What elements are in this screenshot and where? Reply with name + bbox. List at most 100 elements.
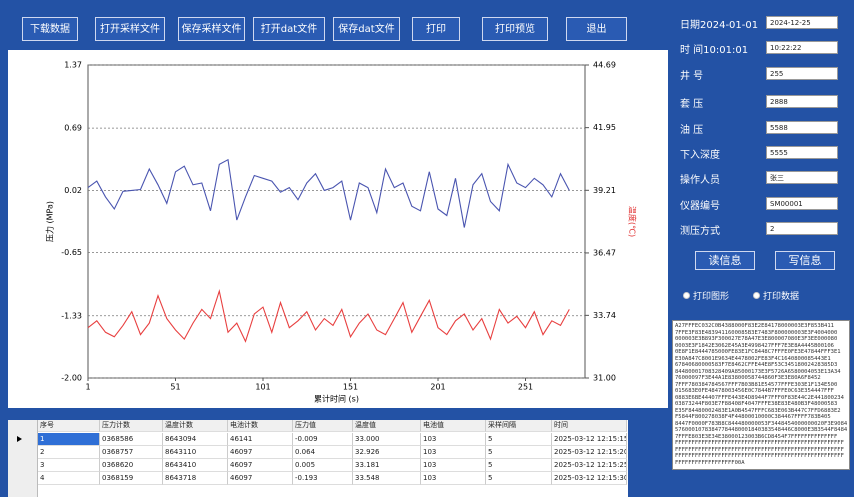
plot-frame xyxy=(87,64,586,379)
table-cell: 103 xyxy=(421,459,486,472)
x-tick-label: 251 xyxy=(518,383,533,392)
toolbar-button[interactable]: 打开采样文件 xyxy=(95,17,165,41)
table-cell: 103 xyxy=(421,446,486,459)
table-cell: 5 xyxy=(486,472,552,485)
hex-line: E35F84480002483E1A0B4547FFFC683E063B447C… xyxy=(675,407,841,414)
hex-line: 0E8F1E8444785000FE83E1FC8448C7FFFE0FE3E4… xyxy=(675,349,841,355)
row-header-col xyxy=(8,420,38,497)
table-cell: 0368159 xyxy=(100,472,163,485)
hex-line: 84480001708328409A85000173E3F5726A658000… xyxy=(675,368,841,375)
info-button[interactable]: 读信息 xyxy=(695,251,755,270)
hex-line: 0883E6BE44407FFFE443E4D8944F7FFF0F83E44C… xyxy=(675,394,844,401)
toolbar-button[interactable]: 打印预览 xyxy=(482,17,548,41)
column-header: 序号 xyxy=(38,420,100,432)
table-cell: 33.000 xyxy=(353,433,421,446)
table-cell: 2025-03-12 12:15:25 xyxy=(552,459,627,472)
field-input[interactable]: 255 xyxy=(766,67,838,80)
hex-line: F5844F800278038F4F44800010000C384467FFFF… xyxy=(675,414,831,420)
table-cell: 2025-03-12 12:15:20 xyxy=(552,446,627,459)
field-input[interactable]: 5588 xyxy=(766,121,838,134)
x-tick-label: 1 xyxy=(85,383,90,392)
table-cell: 4 xyxy=(38,472,100,485)
field-label: 测压方式 xyxy=(680,226,720,237)
toolbar-button[interactable]: 下载数据 xyxy=(22,17,78,41)
hex-line: FFFFFFFFFFFFFFFFFFFFFFFFFFFFFFFFFFFFFFFF… xyxy=(675,446,844,453)
column-header: 采样间隔 xyxy=(486,420,552,432)
column-header: 电池值 xyxy=(421,420,486,432)
y2-tick-label: 39.21 xyxy=(593,186,616,195)
table-cell: 33.181 xyxy=(353,459,421,472)
row-pointer xyxy=(17,436,22,442)
table-cell: 103 xyxy=(421,472,486,485)
table-cell: 2025-03-12 12:15:30 xyxy=(552,472,627,485)
hex-line: FFFFFFFFFFFFFFFFFF00A xyxy=(675,459,745,466)
table-cell: 0.064 xyxy=(293,446,353,459)
toolbar-button[interactable]: 退出 xyxy=(566,17,627,41)
x-tick-label: 101 xyxy=(255,383,270,392)
column-header: 时间 xyxy=(552,420,627,432)
table-cell: 3 xyxy=(38,459,100,472)
field-input[interactable]: SM00001 xyxy=(766,197,838,210)
table-cell: 32.926 xyxy=(353,446,421,459)
table-cell: 0368620 xyxy=(100,459,163,472)
field-input[interactable]: 5555 xyxy=(766,146,838,159)
table-cell: 0368586 xyxy=(100,433,163,446)
table-cell: 46097 xyxy=(228,459,293,472)
field-label: 油 压 xyxy=(680,125,704,136)
x-tick-label: 201 xyxy=(430,383,445,392)
field-label: 下入深度 xyxy=(680,150,720,161)
radio-label[interactable]: 打印数据 xyxy=(763,292,800,302)
table-cell: 2 xyxy=(38,446,100,459)
x-axis-label: 累计时间 (s) xyxy=(314,394,359,404)
y-tick-label: 1.37 xyxy=(64,61,82,70)
hex-line: 000003E3B893F300027E78A47E3E800007080E3F… xyxy=(675,336,838,342)
table-cell: 0368757 xyxy=(100,446,163,459)
y-tick-label: -0.65 xyxy=(61,248,82,257)
field-label: 井 号 xyxy=(680,71,704,82)
column-header: 温度值 xyxy=(353,420,421,432)
y-tick-label: 0.02 xyxy=(64,186,82,195)
field-input[interactable]: 2 xyxy=(766,222,838,235)
table-cell: 2025-03-12 12:15:15 xyxy=(552,433,627,446)
hex-line: FFFFFFFFFFFFFFFFFFFFFFFFFFFFFFFFFFFFFFFF… xyxy=(675,453,844,459)
table-cell: -0.009 xyxy=(293,433,353,446)
table-cell: 5 xyxy=(486,459,552,472)
toolbar-button[interactable]: 打开dat文件 xyxy=(253,17,325,41)
hex-line: 7FFF780384784567FFF7B03B81E54577FFFE303E… xyxy=(675,381,838,388)
table-cell: 46097 xyxy=(228,472,293,485)
toolbar-button[interactable]: 打印 xyxy=(412,17,460,41)
table-cell: 46141 xyxy=(228,433,293,446)
field-input[interactable]: 2024-12-25 xyxy=(766,16,838,29)
field-input[interactable]: 2888 xyxy=(766,95,838,108)
info-button[interactable]: 写信息 xyxy=(775,251,835,270)
chart: 1.37 0.69 0.02 -0.65 -1.33 -2.00 44.69 41.95 39.… xyxy=(45,61,638,404)
x-tick-label: 151 xyxy=(343,383,358,392)
field-label: 时 间10:01:01 xyxy=(680,45,749,56)
field-label: 套 压 xyxy=(680,99,704,110)
x-tick-label: 51 xyxy=(170,383,180,392)
field-input[interactable]: 10:22:22 xyxy=(766,41,838,54)
table-cell: 8643410 xyxy=(163,459,228,472)
hex-box xyxy=(672,320,850,470)
column-header: 压力计数 xyxy=(100,420,163,432)
table-cell: 33.548 xyxy=(353,472,421,485)
y-axis-label: 压力 (MPa) xyxy=(45,201,55,242)
toolbar-button[interactable]: 保存dat文件 xyxy=(333,17,400,41)
radio[interactable] xyxy=(683,292,690,299)
field-label: 操作人员 xyxy=(680,175,720,186)
table-cell: 8643718 xyxy=(163,472,228,485)
y-tick-label: 0.69 xyxy=(64,124,82,133)
table-cell: 8643110 xyxy=(163,446,228,459)
hex-line: 015683E0FE48478003456E0C7844B7FFFE0C63E3… xyxy=(675,388,834,394)
radio[interactable] xyxy=(753,292,760,299)
toolbar-button[interactable]: 保存采样文件 xyxy=(178,17,245,41)
series-line xyxy=(87,288,570,343)
field-input[interactable]: 张三 xyxy=(766,171,838,184)
hex-line: 0003E3F1842E3062E45A3E4998427FFF7E3E8A44… xyxy=(675,342,834,349)
y2-tick-label: 36.47 xyxy=(593,248,616,257)
y2-tick-label: 33.74 xyxy=(593,311,616,320)
table-cell: 103 xyxy=(421,433,486,446)
y-tick-label: -1.33 xyxy=(61,311,82,320)
radio-label[interactable]: 打印图形 xyxy=(693,292,730,302)
hex-line: 67840680000583F7E8462CFFE44E8F53C3451800… xyxy=(675,362,838,368)
